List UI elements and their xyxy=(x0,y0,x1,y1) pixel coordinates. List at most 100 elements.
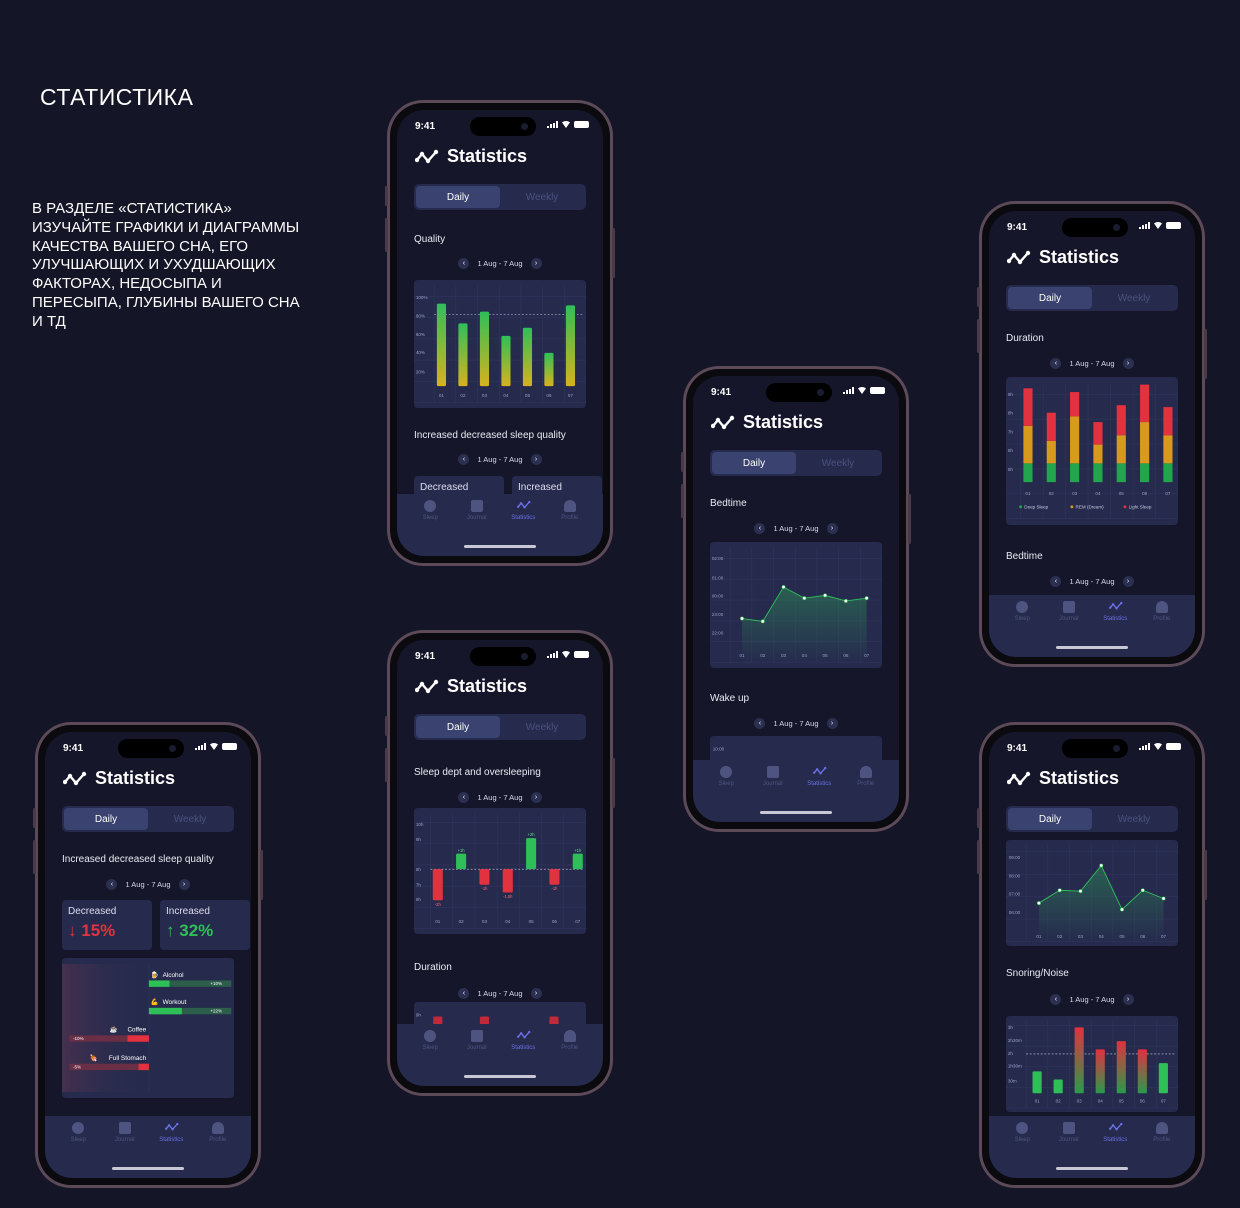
chevron-left-icon[interactable]: ‹ xyxy=(754,718,766,729)
chevron-left-icon[interactable]: ‹ xyxy=(1050,994,1062,1005)
x-tick-label: 07 xyxy=(575,919,581,924)
tab-profile[interactable]: Profile xyxy=(198,1122,238,1143)
factor-bar xyxy=(148,980,170,987)
tab-profile[interactable]: Profile xyxy=(1142,1122,1182,1143)
tab-statistics[interactable]: Statistics xyxy=(799,766,839,787)
tab-journal[interactable]: Journal xyxy=(1049,601,1089,622)
x-tick-label: 01 xyxy=(1036,934,1042,939)
x-tick-label: 06 xyxy=(843,653,849,658)
tab-daily[interactable]: Daily xyxy=(416,186,500,208)
tab-daily[interactable]: Daily xyxy=(416,716,500,738)
chevron-left-icon[interactable]: ‹ xyxy=(754,523,766,534)
tab-journal[interactable]: Journal xyxy=(1049,1122,1089,1143)
daily-weekly-toggle[interactable]: Daily Weekly xyxy=(414,714,586,740)
x-tick-label: 06 xyxy=(1140,934,1146,939)
chevron-right-icon[interactable]: › xyxy=(530,454,542,465)
wakeup-point xyxy=(1099,863,1104,868)
tab-profile[interactable]: Profile xyxy=(846,766,886,787)
increased-label: Increased xyxy=(166,906,210,917)
clock-icon xyxy=(72,1122,85,1134)
tab-profile[interactable]: Profile xyxy=(1142,601,1182,622)
chevron-right-icon[interactable]: › xyxy=(530,988,542,999)
chevron-left-icon[interactable]: ‹ xyxy=(458,988,470,999)
tab-weekly[interactable]: Weekly xyxy=(1117,292,1151,304)
status-time: 9:41 xyxy=(63,743,84,754)
chevron-right-icon[interactable]: › xyxy=(826,718,838,729)
chevron-left-icon[interactable]: ‹ xyxy=(1050,576,1062,587)
section-quality: Quality xyxy=(414,234,446,245)
journal-icon xyxy=(1062,601,1075,613)
duration-svg: 9h 8h 7h 6h 5h 01 02 03 04 05 06 07 Deep Sleep REM (D… xyxy=(1006,383,1178,519)
tab-label: Profile xyxy=(561,515,579,521)
tab-journal[interactable]: Journal xyxy=(457,500,497,521)
tab-daily[interactable]: Daily xyxy=(712,452,796,474)
chevron-right-icon[interactable]: › xyxy=(1122,358,1134,369)
tab-daily[interactable]: Daily xyxy=(1008,287,1092,309)
status-bar: 9:41 xyxy=(397,640,603,670)
tab-statistics[interactable]: Statistics xyxy=(1095,1122,1135,1143)
tab-weekly[interactable]: Weekly xyxy=(1117,813,1151,825)
date-range-label: 1 Aug - 7 Aug xyxy=(1069,577,1115,586)
daily-weekly-toggle[interactable]: Daily Weekly xyxy=(710,450,882,476)
tab-weekly[interactable]: Weekly xyxy=(525,191,559,203)
tab-journal[interactable]: Journal xyxy=(105,1122,145,1143)
tab-daily[interactable]: Daily xyxy=(64,808,148,830)
chevron-left-icon[interactable]: ‹ xyxy=(1050,358,1062,369)
tab-journal[interactable]: Journal xyxy=(457,1030,497,1051)
tab-daily[interactable]: Daily xyxy=(1008,808,1092,830)
phone-screen: 9:41 Statistics Daily Weekly 09:00 08:00 07:00… xyxy=(989,732,1195,1178)
chevron-left-icon[interactable]: ‹ xyxy=(458,258,470,269)
x-tick-label: 04 xyxy=(503,393,509,398)
section-bedtime: Bedtime xyxy=(710,498,747,509)
tab-statistics[interactable]: Statistics xyxy=(1095,601,1135,622)
screen-title-text: Statistics xyxy=(1039,247,1120,267)
tab-weekly[interactable]: Weekly xyxy=(821,457,855,469)
chevron-right-icon[interactable]: › xyxy=(826,523,838,534)
daily-weekly-toggle[interactable]: Daily Weekly xyxy=(62,806,234,832)
daily-weekly-toggle[interactable]: Daily Weekly xyxy=(1006,806,1178,832)
wifi-icon xyxy=(1153,222,1163,229)
tab-sleep[interactable]: Sleep xyxy=(1002,1122,1042,1143)
clock-icon xyxy=(720,766,733,778)
tab-weekly[interactable]: Weekly xyxy=(173,813,207,825)
chevron-right-icon[interactable]: › xyxy=(1122,576,1134,587)
tab-sleep[interactable]: Sleep xyxy=(1002,601,1042,622)
tab-sleep[interactable]: Sleep xyxy=(410,500,450,521)
factor-name: Coffee xyxy=(127,1027,146,1034)
chevron-right-icon[interactable]: › xyxy=(530,792,542,803)
status-time: 9:41 xyxy=(415,651,436,662)
coffee-icon: ☕ xyxy=(110,1026,118,1034)
daily-weekly-toggle[interactable]: Daily Weekly xyxy=(1006,285,1178,311)
tab-label: Sleep xyxy=(1014,616,1030,622)
chevron-left-icon[interactable]: ‹ xyxy=(458,792,470,803)
chevron-right-icon[interactable]: › xyxy=(1122,994,1134,1005)
tab-journal[interactable]: Journal xyxy=(753,766,793,787)
tab-statistics[interactable]: Statistics xyxy=(151,1122,191,1143)
tab-sleep[interactable]: Sleep xyxy=(58,1122,98,1143)
factors-svg: 🍺 Alcohol +10% 💪 Workout +22% Coffee ☕ -10% Full … xyxy=(62,963,232,1093)
section-bedtime: Bedtime xyxy=(1006,551,1043,562)
tab-statistics[interactable]: Statistics xyxy=(503,500,543,521)
tab-label: Profile xyxy=(1153,616,1171,622)
tab-weekly[interactable]: Weekly xyxy=(525,721,559,733)
chevron-left-icon[interactable]: ‹ xyxy=(458,454,470,465)
tab-sleep[interactable]: Sleep xyxy=(410,1030,450,1051)
y-tick-label: 8h xyxy=(1008,410,1014,415)
y-tick-label: 07:00 xyxy=(1009,892,1021,897)
chevron-right-icon[interactable]: › xyxy=(178,879,190,890)
chevron-right-icon[interactable]: › xyxy=(530,258,542,269)
chevron-left-icon[interactable]: ‹ xyxy=(106,879,118,890)
home-indicator xyxy=(1056,646,1128,649)
section-duration: Duration xyxy=(414,962,452,973)
wakeup-point xyxy=(1120,907,1124,912)
y-tick-label: 8h xyxy=(416,867,422,872)
tab-profile[interactable]: Profile xyxy=(550,500,590,521)
y-tick-label: 20% xyxy=(416,369,425,374)
tab-statistics[interactable]: Statistics xyxy=(503,1030,543,1051)
factor-value: +10% xyxy=(210,981,222,986)
y-tick-label: 80% xyxy=(416,313,425,318)
tab-sleep[interactable]: Sleep xyxy=(706,766,746,787)
daily-weekly-toggle[interactable]: Daily Weekly xyxy=(414,184,586,210)
x-tick-label: 03 xyxy=(1072,491,1078,496)
tab-profile[interactable]: Profile xyxy=(550,1030,590,1051)
